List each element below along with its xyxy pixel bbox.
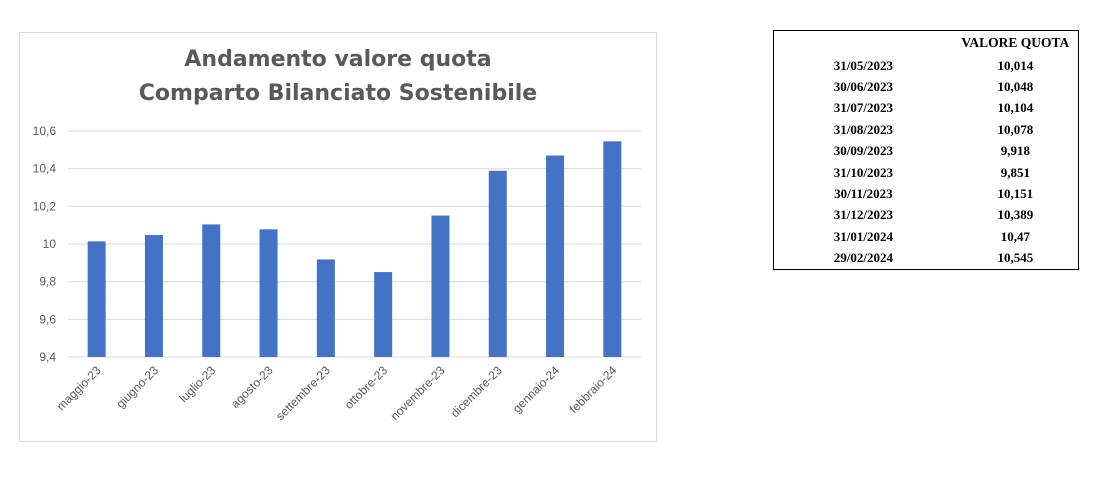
x-tick-label: maggio-23 xyxy=(54,363,104,413)
y-tick-label: 10,2 xyxy=(33,199,57,213)
bar xyxy=(202,224,221,357)
x-tick-label: novembre-23 xyxy=(388,363,448,423)
table-cell-date: 30/06/2023 xyxy=(833,79,893,95)
table-cell-value: 10,389 xyxy=(997,207,1034,223)
table-cell-date: 31/07/2023 xyxy=(833,100,893,116)
chart-title-line-1: Andamento valore quota xyxy=(184,47,492,72)
table-cell-value: 10,104 xyxy=(997,100,1034,116)
table-row: 29/02/2024 10,545 xyxy=(774,248,1079,270)
table-row: 31/12/2023 10,389 xyxy=(774,205,1079,226)
quota-value-table: VALORE QUOTA 31/05/2023 10,014 30/06/2023 1… xyxy=(773,30,1079,270)
table-row: 31/01/2024 10,47 xyxy=(774,226,1079,247)
x-tick-label: luglio-23 xyxy=(176,363,218,405)
bar-chart: 9,4 9,6 9,8 10 10,2 10,4 10,6 maggio-23 giugno-2… xyxy=(33,124,641,423)
table-cell-value: 10,048 xyxy=(997,79,1034,95)
x-tick-label: dicembre-23 xyxy=(448,363,505,420)
table-cell-date: 31/05/2023 xyxy=(833,57,893,73)
table-row: 31/08/2023 10,078 xyxy=(774,119,1079,140)
y-tick-label: 10,6 xyxy=(33,124,57,138)
table-cell-value: 10,151 xyxy=(997,186,1034,202)
y-tick-label: 10 xyxy=(43,237,57,251)
table-body: 31/05/2023 10,014 30/06/2023 10,048 31/07/20… xyxy=(774,55,1079,270)
table-row: 30/09/2023 9,918 xyxy=(774,141,1079,162)
x-tick-label: agosto-23 xyxy=(228,363,276,411)
table-cell-date: 29/02/2024 xyxy=(833,250,893,266)
bar xyxy=(374,272,393,357)
table-cell-value: 10,545 xyxy=(997,250,1034,266)
table-cell-value: 9,851 xyxy=(1000,164,1030,180)
table-cell-value: 10,014 xyxy=(997,57,1034,73)
chart-title-line-2: Comparto Bilanciato Sostenibile xyxy=(138,81,538,106)
table-cell-date: 31/01/2024 xyxy=(833,228,893,244)
table-header-value: VALORE QUOTA xyxy=(961,35,1070,50)
y-tick-label: 10,4 xyxy=(33,162,57,176)
table-cell-date: 30/09/2023 xyxy=(833,143,893,159)
bar xyxy=(488,170,507,357)
x-tick-label: settembre-23 xyxy=(273,363,333,423)
table-row: 30/06/2023 10,048 xyxy=(774,76,1079,97)
table-row: 31/07/2023 10,104 xyxy=(774,98,1079,119)
x-tick-label: giugno-23 xyxy=(113,363,161,411)
table-cell-date: 31/10/2023 xyxy=(833,164,893,180)
bar xyxy=(87,241,106,357)
x-tick-label: febbraio-24 xyxy=(567,363,620,416)
bar xyxy=(431,215,450,357)
table-row: 31/05/2023 10,014 xyxy=(774,55,1079,76)
table-cell-date: 30/11/2023 xyxy=(834,186,893,202)
chart-panel: 9,4 9,6 9,8 10 10,2 10,4 10,6 maggio-23 giugno-2… xyxy=(19,32,657,442)
y-tick-label: 9,6 xyxy=(39,312,56,326)
table-cell-value: 10,078 xyxy=(997,121,1034,137)
bar xyxy=(316,259,335,357)
bar xyxy=(144,234,163,357)
table-header-empty xyxy=(774,31,953,56)
table-header-row: VALORE QUOTA xyxy=(774,31,1079,56)
bar xyxy=(546,155,565,357)
bar xyxy=(603,141,622,357)
bar xyxy=(259,229,278,357)
x-tick-label: ottobre-23 xyxy=(342,363,391,412)
table-row: 31/10/2023 9,851 xyxy=(774,162,1079,183)
table-cell-value: 9,918 xyxy=(1000,143,1030,159)
x-tick-label: gennaio-24 xyxy=(510,363,563,416)
table-cell-value: 10,47 xyxy=(1000,228,1030,244)
y-tick-label: 9,4 xyxy=(39,350,56,364)
table-cell-date: 31/08/2023 xyxy=(833,121,893,137)
table-row: 30/11/2023 10,151 xyxy=(774,183,1079,204)
y-tick-label: 9,8 xyxy=(39,275,56,289)
table-cell-date: 31/12/2023 xyxy=(833,207,893,223)
